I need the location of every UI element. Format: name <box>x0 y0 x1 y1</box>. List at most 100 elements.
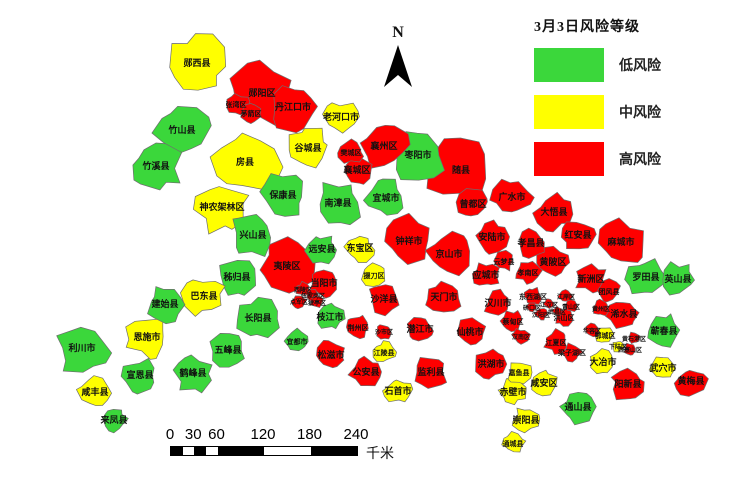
map-region-label: 通山县 <box>564 401 591 412</box>
map-region-label: 当阳市 <box>310 277 337 288</box>
scale-bar-segment <box>171 447 183 455</box>
map-region <box>219 260 256 296</box>
map-region-label: 五峰县 <box>214 344 241 355</box>
map-region-label: 襄城区 <box>342 164 370 175</box>
map-region-label: 罗田县 <box>632 272 659 282</box>
map-region <box>559 391 597 426</box>
scale-bar-tick: 120 <box>250 426 276 443</box>
map-region <box>531 369 558 397</box>
map-region <box>455 188 488 217</box>
map-region <box>319 182 361 226</box>
map-region <box>425 280 462 313</box>
map-region <box>236 296 280 339</box>
map-region-label: 潜江市 <box>406 323 433 334</box>
map-region-label: 枣阳市 <box>403 149 431 160</box>
map-region <box>597 278 621 303</box>
map-region-label: 大悟县 <box>540 206 567 217</box>
map-region-label: 江汉区 <box>540 301 558 309</box>
map-region <box>493 249 513 272</box>
map-region <box>515 260 543 285</box>
map-region-label: 通城县 <box>503 439 524 448</box>
map-region-label: 梁子湖区 <box>557 348 586 357</box>
map-region-label: 应城市 <box>472 269 499 280</box>
north-label: N <box>392 24 404 41</box>
map-region <box>662 261 695 296</box>
map-region-label: 石首市 <box>383 385 411 396</box>
map-region-label: 荆州区 <box>348 323 369 332</box>
map-region <box>232 214 271 257</box>
map-region <box>259 173 303 217</box>
map-region-label: 团风县 <box>599 287 620 296</box>
scale-bar-tick: 180 <box>296 426 323 443</box>
map-region-label: 孝南区 <box>517 268 539 277</box>
scale-bar-tick: 0 <box>165 426 175 443</box>
scale-bar-segment <box>182 447 195 455</box>
map-region-label: 红安县 <box>564 229 591 240</box>
map-region-label: 枝江市 <box>315 311 343 322</box>
map-region-label: 掇刀区 <box>364 271 385 280</box>
map-region <box>384 212 430 265</box>
map-region <box>347 355 382 387</box>
scale-bar-unit: 千米 <box>366 447 394 462</box>
map-region-label: 东宝区 <box>346 242 373 253</box>
map-region-label: 伍家岗区 <box>300 292 325 300</box>
scale-bar-segment <box>217 447 264 455</box>
map-region <box>147 286 186 325</box>
map-region <box>560 221 597 250</box>
map-region <box>322 102 360 134</box>
map-region-label: 蔡甸区 <box>502 317 524 326</box>
map-region <box>511 328 531 345</box>
map-region <box>372 340 397 362</box>
map-region-label: 公安县 <box>352 366 379 377</box>
legend-item-mid-risk: 中风险 <box>534 95 661 129</box>
map-region <box>593 298 609 317</box>
map-region <box>511 407 541 434</box>
map-region-label: 青山区 <box>562 303 580 311</box>
scale-bar-tick: 30 <box>184 426 202 443</box>
scale-bar-bar <box>170 446 358 456</box>
map-region <box>343 235 376 263</box>
map-region-label: 华容区 <box>583 327 601 335</box>
map-region <box>471 262 500 286</box>
map-region-label: 江岸区 <box>557 293 575 301</box>
map-region <box>273 85 318 134</box>
map-region-label: 黄州区 <box>592 305 610 313</box>
map-region <box>368 284 400 317</box>
map-region <box>310 295 324 309</box>
map-region-label: 麻城市 <box>606 236 634 247</box>
map-region-label: 武穴市 <box>649 362 676 373</box>
map-region <box>584 322 600 338</box>
map-region-label: 建始县 <box>151 298 178 309</box>
map-region <box>523 286 542 305</box>
map-region-label: 远安县 <box>308 243 335 254</box>
map-region-label: 长阳县 <box>244 312 271 323</box>
map-region-label: 樊城区 <box>341 148 362 157</box>
map-region-label: 秭归县 <box>222 271 250 282</box>
map-region <box>533 308 549 321</box>
map-region <box>361 262 386 287</box>
map-region <box>337 138 365 164</box>
map-region-label: 嘉鱼县 <box>508 368 530 377</box>
map-region-label: 郧西县 <box>183 58 210 68</box>
map-region <box>132 142 183 191</box>
map-region <box>624 258 669 295</box>
legend: 3月3日风险等级 低风险 中风险 高风险 <box>534 16 661 189</box>
low-risk-swatch <box>534 48 604 82</box>
north-arrow: N <box>379 24 417 94</box>
map-region-label: 阳新县 <box>614 378 641 389</box>
map-region-label: 襄州区 <box>369 140 397 151</box>
map-region <box>291 295 308 310</box>
map-region <box>628 331 641 344</box>
map-region <box>283 327 309 352</box>
map-region-label: 房县 <box>236 156 254 167</box>
map-region-label: 宜都市 <box>287 337 308 346</box>
map-region-label: 丹江口市 <box>275 101 311 112</box>
map-region <box>304 235 337 265</box>
map-region-label: 东西湖区 <box>519 292 547 301</box>
map-region-label: 猇亭区 <box>307 299 326 307</box>
map-region <box>424 230 470 277</box>
map-region-label: 黄梅县 <box>677 375 704 386</box>
map-region <box>102 408 129 434</box>
